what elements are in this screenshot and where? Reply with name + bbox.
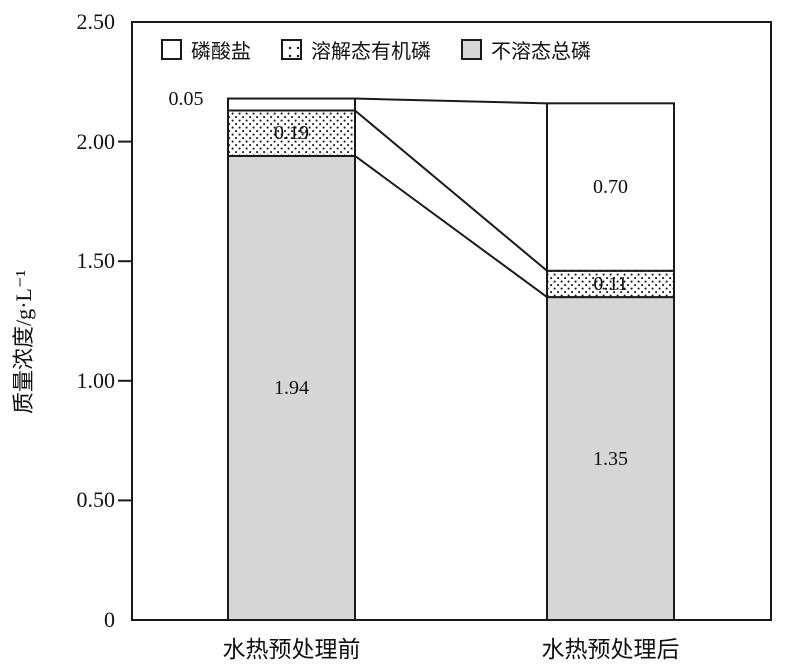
bar-segment-white [546,102,675,272]
bar-segment-gray [546,296,675,621]
legend-label: 溶解态有机磷 [311,41,431,63]
y-tick-label: 1.00 [76,367,116,393]
bar-segment-gray [227,154,356,621]
segment-connector-line [354,97,548,105]
legend-item-phosphate: 磷酸盐 [161,35,251,64]
legend-label: 不溶态总磷 [491,41,591,63]
x-category-label-after: 水热预处理后 [541,637,680,662]
legend-item-dissolved-organic-p: 溶解态有机磷 [281,35,431,64]
segment-connector-line [354,109,548,272]
plot-frame [131,21,772,621]
segment-connector-line [354,155,548,298]
gray-square-swatch-icon [461,39,482,60]
legend-label: 磷酸盐 [191,41,251,63]
y-tick-label: 1.50 [76,248,116,274]
bar-segment-dots [227,109,356,157]
dotted-square-swatch-icon [281,39,302,60]
bar-segment-dots [546,269,675,299]
white-square-swatch-icon [161,39,182,60]
legend: 磷酸盐 溶解态有机磷 不溶态总磷 [161,35,591,64]
legend-item-insoluble-total-p: 不溶态总磷 [461,35,591,64]
bar-segment-white [227,97,356,112]
y-tick-label: 0 [104,607,115,632]
y-axis-title: 质量浓度/g·L⁻¹ [11,269,36,415]
y-tick-label: 0.50 [76,487,116,513]
y-tick-label: 2.50 [76,9,116,34]
y-tick-label: 2.00 [76,128,116,154]
x-category-label-before: 水热预处理前 [222,637,361,662]
